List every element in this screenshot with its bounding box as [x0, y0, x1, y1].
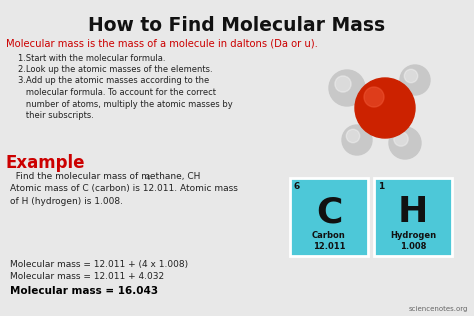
Bar — [374, 178, 452, 256]
Circle shape — [329, 70, 365, 106]
Circle shape — [335, 76, 351, 92]
Text: 12.011: 12.011 — [313, 242, 345, 251]
Text: Molecular mass = 12.011 + 4.032: Molecular mass = 12.011 + 4.032 — [10, 272, 164, 281]
Circle shape — [404, 69, 418, 83]
Text: 6: 6 — [294, 182, 300, 191]
Circle shape — [389, 127, 421, 159]
Bar — [290, 178, 368, 256]
Text: Atomic mass of C (carbon) is 12.011. Atomic mass
of H (hydrogen) is 1.008.: Atomic mass of C (carbon) is 12.011. Ato… — [10, 184, 238, 205]
Text: 2.Look up the atomic masses of the elements.: 2.Look up the atomic masses of the eleme… — [18, 65, 213, 74]
Circle shape — [346, 129, 360, 143]
Text: 1.Start with the molecular formula.: 1.Start with the molecular formula. — [18, 54, 165, 63]
Text: Find the molecular mass of methane, CH: Find the molecular mass of methane, CH — [10, 172, 201, 181]
Circle shape — [364, 87, 384, 107]
Text: Carbon: Carbon — [312, 231, 346, 240]
Text: .: . — [150, 172, 153, 181]
Circle shape — [394, 132, 408, 146]
Circle shape — [355, 78, 415, 138]
Text: C: C — [316, 195, 342, 229]
Text: 1.008: 1.008 — [400, 242, 426, 251]
Text: Hydrogen: Hydrogen — [390, 231, 436, 240]
Text: How to Find Molecular Mass: How to Find Molecular Mass — [89, 16, 385, 35]
Text: 1: 1 — [378, 182, 384, 191]
Circle shape — [400, 65, 430, 95]
Text: Molecular mass is the mass of a molecule in daltons (Da or u).: Molecular mass is the mass of a molecule… — [6, 38, 318, 48]
Text: sciencenotes.org: sciencenotes.org — [409, 306, 468, 312]
Circle shape — [342, 125, 372, 155]
Text: 3.Add up the atomic masses according to the
   molecular formula. To account for: 3.Add up the atomic masses according to … — [18, 76, 233, 120]
Text: H: H — [398, 195, 428, 229]
Text: Example: Example — [6, 154, 85, 172]
Text: Molecular mass = 12.011 + (4 x 1.008): Molecular mass = 12.011 + (4 x 1.008) — [10, 260, 188, 269]
Text: Molecular mass = 16.043: Molecular mass = 16.043 — [10, 286, 158, 296]
Text: 4: 4 — [145, 175, 150, 181]
